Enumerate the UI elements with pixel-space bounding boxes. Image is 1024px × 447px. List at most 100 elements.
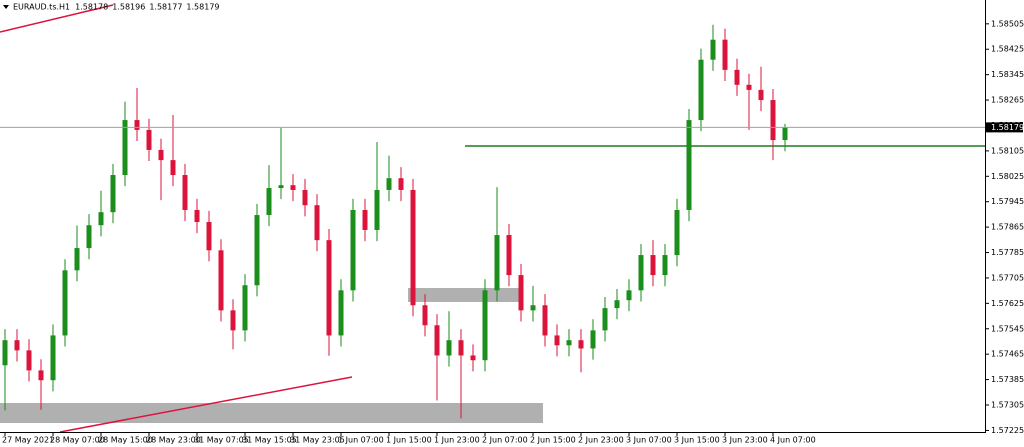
y-tick-label: 1.57545 [991,324,1024,333]
candle-body [698,59,704,121]
header-value: 1.58177 [149,3,182,12]
candle-body [350,209,356,291]
candle-body [470,355,476,361]
candle-body [218,250,224,311]
candle-body [542,305,548,336]
x-tick-label: 1 Jun 07:00 [338,436,384,445]
candle-body [554,335,560,346]
x-tick-label: 3 Jun 07:00 [626,436,672,445]
x-tick-label: 4 Jun 07:00 [770,436,816,445]
price-label: 1.58179 [991,123,1024,132]
candle-body [314,205,320,241]
header-value: 1.58196 [112,3,145,12]
x-tick-label: 3 Jun 15:00 [674,436,720,445]
trend-line [0,4,114,33]
candle-body [326,240,332,336]
candle-body [110,175,116,213]
candle-body [410,189,416,306]
candle-body [770,100,776,141]
candle-body [734,69,740,85]
candle-body [98,212,104,226]
x-tick-label: 2 Jun 15:00 [530,436,576,445]
candle-body [170,160,176,176]
candle-body [506,235,512,276]
header-value: 1.58178 [75,3,108,12]
y-tick-label: 1.57225 [991,426,1024,435]
x-tick-label: 28 May 23:00 [146,436,201,445]
menu-icon[interactable] [3,5,9,9]
candle-body [374,189,380,230]
y-tick-label: 1.57625 [991,299,1024,308]
candle-body [518,275,524,311]
x-tick-label: 2 Jun 07:00 [482,436,528,445]
candle-body [86,225,92,249]
y-tick-label: 1.57465 [991,350,1024,359]
candle-body [2,340,8,366]
candle-body [194,209,200,223]
candle-body [26,350,32,371]
candle-body [62,270,68,336]
y-tick-label: 1.57705 [991,273,1024,282]
candle-body [254,215,260,286]
candle-body [494,235,500,291]
x-tick-label: 31 May 15:05 [242,436,297,445]
x-tick-label: 3 Jun 23:00 [722,436,768,445]
candle-body [602,308,608,331]
candle-body [590,330,596,349]
y-tick-label: 1.58505 [991,19,1024,28]
x-tick-label: 1 Jun 15:00 [386,436,432,445]
candle-body [758,89,764,101]
candle-body [266,188,272,216]
y-tick-label: 1.57385 [991,375,1024,384]
candle-body [530,305,536,311]
candle-body [14,340,20,351]
x-tick-label: 1 Jun 23:00 [434,436,480,445]
candle-body [146,129,152,150]
price-label-box [986,122,1023,133]
y-tick-label: 1.58425 [991,45,1024,54]
y-tick-label: 1.58345 [991,70,1024,79]
candle-body [278,185,284,189]
x-tick-label: 27 May 2021 [2,436,54,445]
candle-body [482,290,488,361]
y-tick-label: 1.57785 [991,248,1024,257]
candle-body [458,340,464,356]
x-tick-label: 31 May 23:05 [290,436,345,445]
candle-body [566,340,572,346]
y-tick-label: 1.58105 [991,146,1024,155]
candle-body [398,178,404,190]
candle-body [578,340,584,349]
chart-title: EURAUD.ts.H1 [13,3,70,12]
candle-body [158,149,164,161]
candle-body [746,84,752,90]
candle-body [782,127,788,141]
candle-body [302,189,308,206]
candle-body [722,39,728,70]
candle-body [290,185,296,190]
candle-body [650,255,656,276]
candle-body [362,209,368,230]
candle-body [206,222,212,251]
candle-body [230,310,236,331]
candle-body [338,290,344,336]
header-value: 1.58179 [186,3,219,12]
zone [0,403,543,423]
y-tick-label: 1.57945 [991,197,1024,206]
candle-body [638,255,644,291]
candle-body [242,285,248,331]
candle-body [674,209,680,256]
y-tick-label: 1.58025 [991,172,1024,181]
candle-body [626,290,632,301]
x-tick-label: 28 May 15:00 [98,436,153,445]
candle-body [422,305,428,326]
candle-body [614,300,620,309]
zone [408,288,520,302]
candle-body [686,120,692,210]
y-tick-label: 1.57865 [991,223,1024,232]
x-tick-label: 2 Jun 23:00 [578,436,624,445]
candle-body [386,178,392,190]
candle-body [182,175,188,210]
y-tick-label: 1.57305 [991,401,1024,410]
